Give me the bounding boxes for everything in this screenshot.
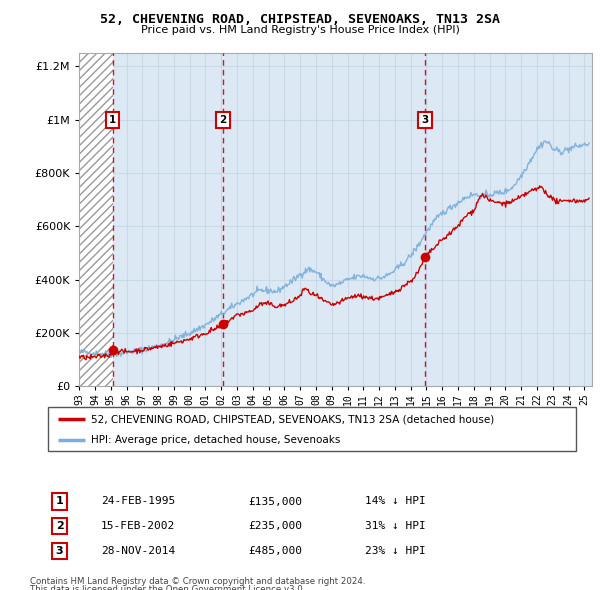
- Text: Contains HM Land Registry data © Crown copyright and database right 2024.: Contains HM Land Registry data © Crown c…: [30, 577, 365, 586]
- Text: This data is licensed under the Open Government Licence v3.0.: This data is licensed under the Open Gov…: [30, 585, 305, 590]
- Text: £135,000: £135,000: [248, 497, 302, 506]
- Text: 52, CHEVENING ROAD, CHIPSTEAD, SEVENOAKS, TN13 2SA: 52, CHEVENING ROAD, CHIPSTEAD, SEVENOAKS…: [100, 13, 500, 26]
- Text: 1: 1: [56, 497, 64, 506]
- Text: 52, CHEVENING ROAD, CHIPSTEAD, SEVENOAKS, TN13 2SA (detached house): 52, CHEVENING ROAD, CHIPSTEAD, SEVENOAKS…: [91, 415, 494, 424]
- Text: Price paid vs. HM Land Registry's House Price Index (HPI): Price paid vs. HM Land Registry's House …: [140, 25, 460, 35]
- Text: £235,000: £235,000: [248, 521, 302, 531]
- Bar: [79, 53, 113, 386]
- Text: 3: 3: [56, 546, 64, 556]
- Text: 14% ↓ HPI: 14% ↓ HPI: [365, 497, 425, 506]
- Text: 28-NOV-2014: 28-NOV-2014: [101, 546, 175, 556]
- Text: 1: 1: [109, 115, 116, 124]
- Text: 2: 2: [220, 115, 227, 124]
- Text: 23% ↓ HPI: 23% ↓ HPI: [365, 546, 425, 556]
- Text: 2: 2: [56, 521, 64, 531]
- Text: HPI: Average price, detached house, Sevenoaks: HPI: Average price, detached house, Seve…: [91, 435, 341, 445]
- FancyBboxPatch shape: [48, 407, 576, 451]
- Text: 24-FEB-1995: 24-FEB-1995: [101, 497, 175, 506]
- Text: £485,000: £485,000: [248, 546, 302, 556]
- Text: 31% ↓ HPI: 31% ↓ HPI: [365, 521, 425, 531]
- Text: 3: 3: [421, 115, 428, 124]
- Text: 15-FEB-2002: 15-FEB-2002: [101, 521, 175, 531]
